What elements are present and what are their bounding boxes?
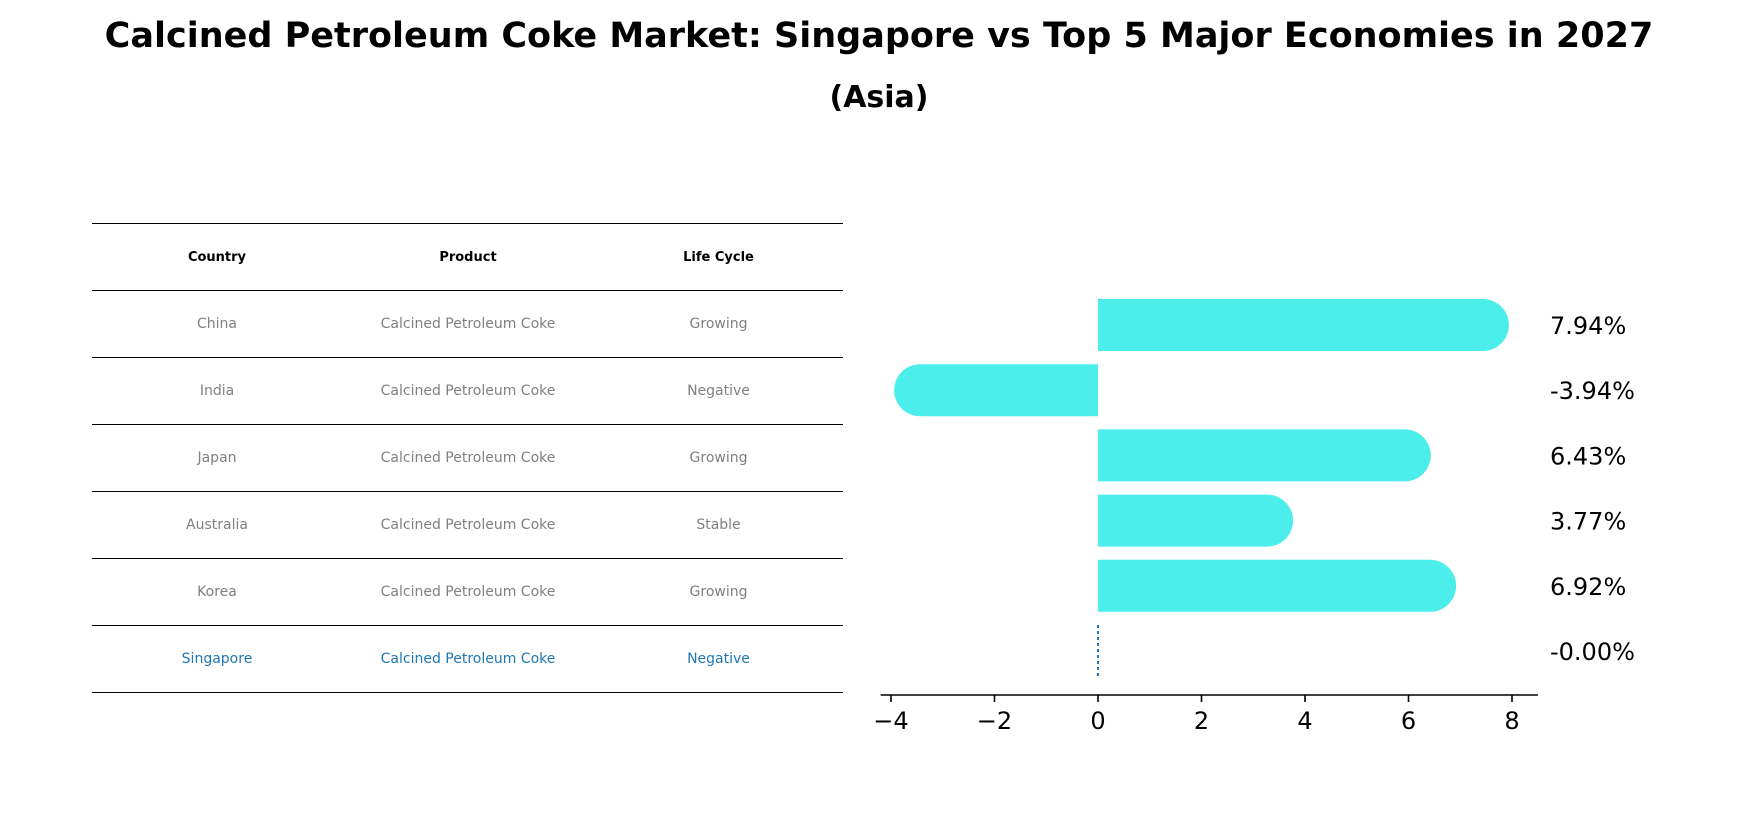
value-label: -3.94% xyxy=(1550,377,1635,405)
cell-product: Calcined Petroleum Coke xyxy=(380,517,556,533)
x-tick-label: 2 xyxy=(1194,707,1209,735)
table-row: China Calcined Petroleum Coke Growing xyxy=(92,291,843,358)
cell-product: Calcined Petroleum Coke xyxy=(380,316,556,332)
x-tick-label: 6 xyxy=(1401,707,1416,735)
value-label: 6.43% xyxy=(1550,442,1626,470)
cell-country: Australia xyxy=(186,517,248,533)
cell-country: India xyxy=(199,383,235,399)
cell-life-cycle: Growing xyxy=(689,584,748,600)
chart-title: Calcined Petroleum Coke Market: Singapor… xyxy=(104,16,1654,56)
bar xyxy=(894,364,1098,417)
value-label: 3.77% xyxy=(1550,508,1626,536)
value-label: 6.92% xyxy=(1550,573,1626,601)
bar xyxy=(1098,429,1431,482)
cell-life-cycle: Stable xyxy=(696,517,741,533)
cell-country: Singapore xyxy=(181,651,253,667)
x-tick-label: 8 xyxy=(1504,707,1519,735)
cell-life-cycle: Growing xyxy=(689,450,748,466)
x-tick-label: −2 xyxy=(977,707,1012,735)
table-row: Korea Calcined Petroleum Coke Growing xyxy=(92,559,843,626)
header-country: Country xyxy=(187,249,247,265)
table-row: India Calcined Petroleum Coke Negative xyxy=(92,358,843,425)
table-row: Japan Calcined Petroleum Coke Growing xyxy=(92,425,843,492)
cell-life-cycle: Negative xyxy=(687,383,750,399)
chart-subtitle: (Asia) xyxy=(829,80,929,115)
cell-country: China xyxy=(197,316,237,332)
bar xyxy=(1098,559,1457,612)
cell-life-cycle: Growing xyxy=(689,316,748,332)
bar xyxy=(1098,494,1294,547)
cell-country: Korea xyxy=(197,584,237,600)
value-label: 7.94% xyxy=(1550,312,1626,340)
table-header-row: Country Product Life Cycle xyxy=(92,224,843,291)
x-tick-label: 0 xyxy=(1090,707,1105,735)
cell-product: Calcined Petroleum Coke xyxy=(380,584,556,600)
header-life-cycle: Life Cycle xyxy=(683,249,754,265)
cell-life-cycle: Negative xyxy=(687,651,750,667)
cell-product: Calcined Petroleum Coke xyxy=(380,651,556,667)
cell-product: Calcined Petroleum Coke xyxy=(380,450,556,466)
x-tick-label: −4 xyxy=(873,707,908,735)
header-product: Product xyxy=(439,249,497,265)
cell-country: Japan xyxy=(197,450,237,466)
bar xyxy=(1098,299,1509,351)
cell-product: Calcined Petroleum Coke xyxy=(380,383,556,399)
value-label: -0.00% xyxy=(1550,638,1635,666)
table-row-highlight: Singapore Calcined Petroleum Coke Negati… xyxy=(92,626,843,693)
x-tick-label: 4 xyxy=(1297,707,1312,735)
market-table: Country Product Life Cycle China Calcine… xyxy=(92,223,843,693)
table-row: Australia Calcined Petroleum Coke Stable xyxy=(92,492,843,559)
